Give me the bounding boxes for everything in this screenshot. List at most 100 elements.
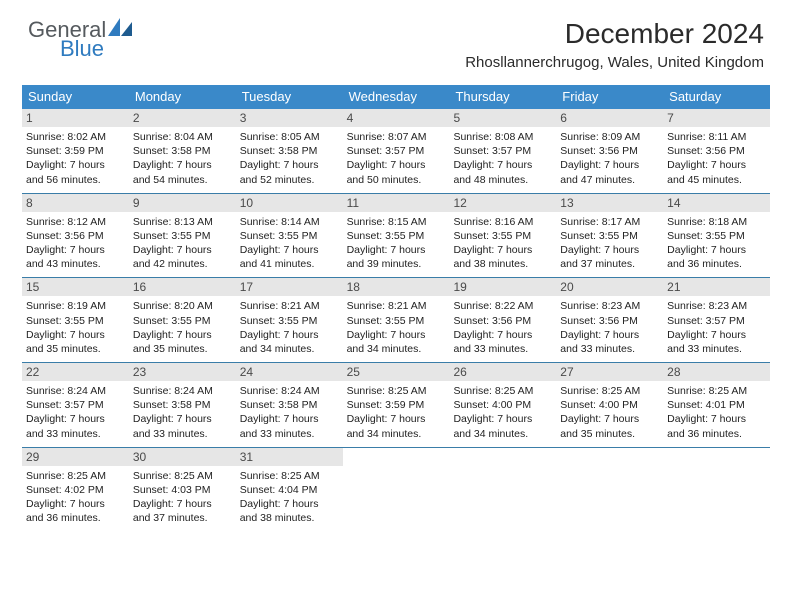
day-details: Sunrise: 8:24 AMSunset: 3:58 PMDaylight:… (240, 384, 339, 441)
day-cell: 17 Sunrise: 8:21 AMSunset: 3:55 PMDayligh… (236, 278, 343, 362)
logo-sail-icon (108, 18, 134, 42)
day-details: Sunrise: 8:25 AMSunset: 4:01 PMDaylight:… (667, 384, 766, 441)
day-cell: 28Sunrise: 8:25 AMSunset: 4:01 PMDayligh… (663, 363, 770, 447)
day-number: 1 (22, 109, 129, 127)
day-number: 20 (556, 278, 663, 296)
day-cell: 31 Sunrise: 8:25 AMSunset: 4:04 PMDayligh… (236, 448, 343, 532)
day-details: Sunrise: 8:23 AMSunset: 3:56 PMDaylight:… (560, 299, 659, 356)
day-number: 17 (236, 278, 343, 296)
logo-text-blue: Blue (60, 38, 104, 60)
day-number: 12 (449, 194, 556, 212)
day-details: Sunrise: 8:20 AMSunset: 3:55 PMDaylight:… (133, 299, 232, 356)
week-row: 8 Sunrise: 8:12 AMSunset: 3:56 PMDaylight… (22, 194, 770, 279)
weekday-header: Friday (556, 85, 663, 109)
weekday-header: Wednesday (343, 85, 450, 109)
week-row: 29Sunrise: 8:25 AMSunset: 4:02 PMDayligh… (22, 448, 770, 532)
day-details: Sunrise: 8:22 AMSunset: 3:56 PMDaylight:… (453, 299, 552, 356)
day-cell: 3 Sunrise: 8:05 AMSunset: 3:58 PMDaylight… (236, 109, 343, 193)
day-details: Sunrise: 8:25 AMSunset: 4:04 PMDaylight:… (240, 469, 339, 526)
day-number: 23 (129, 363, 236, 381)
weeks-container: 1 Sunrise: 8:02 AMSunset: 3:59 PMDaylight… (22, 109, 770, 531)
day-number: 5 (449, 109, 556, 127)
day-number: 31 (236, 448, 343, 466)
day-number: 27 (556, 363, 663, 381)
day-cell: 24 Sunrise: 8:24 AMSunset: 3:58 PMDayligh… (236, 363, 343, 447)
day-details: Sunrise: 8:19 AMSunset: 3:55 PMDaylight:… (26, 299, 125, 356)
day-cell: 9 Sunrise: 8:13 AMSunset: 3:55 PMDaylight… (129, 194, 236, 278)
day-details: Sunrise: 8:25 AMSunset: 4:00 PMDaylight:… (453, 384, 552, 441)
logo: General Blue (28, 18, 134, 60)
day-details: Sunrise: 8:21 AMSunset: 3:55 PMDaylight:… (240, 299, 339, 356)
day-cell: 4 Sunrise: 8:07 AMSunset: 3:57 PMDaylight… (343, 109, 450, 193)
day-details: Sunrise: 8:14 AMSunset: 3:55 PMDaylight:… (240, 215, 339, 272)
day-cell: 16 Sunrise: 8:20 AMSunset: 3:55 PMDayligh… (129, 278, 236, 362)
weekday-header: Tuesday (236, 85, 343, 109)
day-number: 16 (129, 278, 236, 296)
day-cell (449, 448, 556, 532)
day-cell: 20 Sunrise: 8:23 AMSunset: 3:56 PMDayligh… (556, 278, 663, 362)
day-cell: 22 Sunrise: 8:24 AMSunset: 3:57 PMDayligh… (22, 363, 129, 447)
day-cell: 12 Sunrise: 8:16 AMSunset: 3:55 PMDayligh… (449, 194, 556, 278)
day-cell: 14Sunrise: 8:18 AMSunset: 3:55 PMDayligh… (663, 194, 770, 278)
weekday-header: Saturday (663, 85, 770, 109)
day-details: Sunrise: 8:12 AMSunset: 3:56 PMDaylight:… (26, 215, 125, 272)
day-number: 2 (129, 109, 236, 127)
day-cell: 7Sunrise: 8:11 AMSunset: 3:56 PMDaylight… (663, 109, 770, 193)
day-number: 13 (556, 194, 663, 212)
day-cell: 25Sunrise: 8:25 AMSunset: 3:59 PMDayligh… (343, 363, 450, 447)
day-number: 9 (129, 194, 236, 212)
week-row: 1 Sunrise: 8:02 AMSunset: 3:59 PMDaylight… (22, 109, 770, 194)
day-number: 7 (663, 109, 770, 127)
day-details: Sunrise: 8:24 AMSunset: 3:58 PMDaylight:… (133, 384, 232, 441)
day-cell: 29Sunrise: 8:25 AMSunset: 4:02 PMDayligh… (22, 448, 129, 532)
day-details: Sunrise: 8:02 AMSunset: 3:59 PMDaylight:… (26, 130, 125, 187)
day-details: Sunrise: 8:16 AMSunset: 3:55 PMDaylight:… (453, 215, 552, 272)
day-cell: 5Sunrise: 8:08 AMSunset: 3:57 PMDaylight… (449, 109, 556, 193)
week-row: 15 Sunrise: 8:19 AMSunset: 3:55 PMDayligh… (22, 278, 770, 363)
day-cell: 18Sunrise: 8:21 AMSunset: 3:55 PMDayligh… (343, 278, 450, 362)
day-number: 24 (236, 363, 343, 381)
day-details: Sunrise: 8:04 AMSunset: 3:58 PMDaylight:… (133, 130, 232, 187)
day-cell: 30Sunrise: 8:25 AMSunset: 4:03 PMDayligh… (129, 448, 236, 532)
day-details: Sunrise: 8:15 AMSunset: 3:55 PMDaylight:… (347, 215, 446, 272)
day-cell: 13 Sunrise: 8:17 AMSunset: 3:55 PMDayligh… (556, 194, 663, 278)
weekday-header: Monday (129, 85, 236, 109)
day-details: Sunrise: 8:24 AMSunset: 3:57 PMDaylight:… (26, 384, 125, 441)
day-cell: 10 Sunrise: 8:14 AMSunset: 3:55 PMDayligh… (236, 194, 343, 278)
day-details: Sunrise: 8:13 AMSunset: 3:55 PMDaylight:… (133, 215, 232, 272)
day-cell: 1 Sunrise: 8:02 AMSunset: 3:59 PMDaylight… (22, 109, 129, 193)
day-cell: 27 Sunrise: 8:25 AMSunset: 4:00 PMDayligh… (556, 363, 663, 447)
day-details: Sunrise: 8:23 AMSunset: 3:57 PMDaylight:… (667, 299, 766, 356)
day-number: 8 (22, 194, 129, 212)
weekday-header: Thursday (449, 85, 556, 109)
day-number: 3 (236, 109, 343, 127)
day-details: Sunrise: 8:05 AMSunset: 3:58 PMDaylight:… (240, 130, 339, 187)
day-number: 26 (449, 363, 556, 381)
day-details: Sunrise: 8:17 AMSunset: 3:55 PMDaylight:… (560, 215, 659, 272)
day-number: 21 (663, 278, 770, 296)
day-details: Sunrise: 8:25 AMSunset: 4:02 PMDaylight:… (26, 469, 125, 526)
location-text: Rhosllannerchrugog, Wales, United Kingdo… (465, 54, 764, 71)
day-cell: 2 Sunrise: 8:04 AMSunset: 3:58 PMDaylight… (129, 109, 236, 193)
day-details: Sunrise: 8:09 AMSunset: 3:56 PMDaylight:… (560, 130, 659, 187)
day-number: 11 (343, 194, 450, 212)
day-cell: 23 Sunrise: 8:24 AMSunset: 3:58 PMDayligh… (129, 363, 236, 447)
day-number: 22 (22, 363, 129, 381)
day-number: 10 (236, 194, 343, 212)
title-block: December 2024 Rhosllannerchrugog, Wales,… (465, 18, 764, 71)
weekday-header: Sunday (22, 85, 129, 109)
day-cell (343, 448, 450, 532)
weekday-header-row: SundayMondayTuesdayWednesdayThursdayFrid… (22, 85, 770, 109)
day-number: 15 (22, 278, 129, 296)
week-row: 22 Sunrise: 8:24 AMSunset: 3:57 PMDayligh… (22, 363, 770, 448)
day-details: Sunrise: 8:25 AMSunset: 4:00 PMDaylight:… (560, 384, 659, 441)
day-number: 4 (343, 109, 450, 127)
day-cell: 11 Sunrise: 8:15 AMSunset: 3:55 PMDayligh… (343, 194, 450, 278)
calendar-grid: SundayMondayTuesdayWednesdayThursdayFrid… (0, 77, 792, 531)
day-cell: 21 Sunrise: 8:23 AMSunset: 3:57 PMDayligh… (663, 278, 770, 362)
page-header: General Blue December 2024 Rhosllannerch… (0, 0, 792, 77)
day-details: Sunrise: 8:21 AMSunset: 3:55 PMDaylight:… (347, 299, 446, 356)
day-number: 25 (343, 363, 450, 381)
day-details: Sunrise: 8:07 AMSunset: 3:57 PMDaylight:… (347, 130, 446, 187)
day-cell: 15 Sunrise: 8:19 AMSunset: 3:55 PMDayligh… (22, 278, 129, 362)
